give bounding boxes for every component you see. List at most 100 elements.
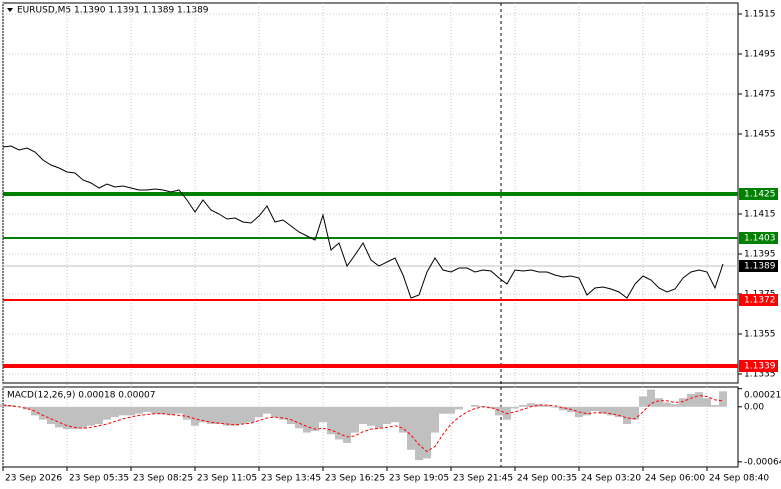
- histogram-bar: [631, 406, 639, 420]
- histogram-bar: [455, 406, 463, 410]
- level-label-box: [739, 188, 778, 200]
- histogram-bar: [135, 406, 143, 414]
- histogram-bar: [319, 406, 327, 423]
- histogram-bar: [647, 389, 655, 407]
- histogram-bar: [591, 406, 599, 412]
- histogram-bar: [175, 406, 183, 414]
- histogram-bar: [519, 405, 527, 407]
- level-label-box: [739, 294, 778, 306]
- x-tick-label: 23 Sep 16:25: [325, 474, 385, 484]
- histogram-bar: [391, 406, 399, 423]
- histogram-bar: [559, 406, 567, 411]
- menu-arrow: [7, 8, 13, 12]
- histogram-bar: [383, 406, 391, 424]
- histogram-bar: [63, 406, 71, 430]
- histogram-bar: [23, 406, 31, 410]
- histogram-bar: [343, 406, 351, 443]
- histogram-bar: [247, 406, 255, 423]
- y-tick-label: 1.1495: [744, 50, 776, 60]
- histogram-bar: [583, 406, 591, 416]
- histogram-bar: [543, 405, 551, 407]
- x-tick-label: 23 Sep 21:45: [453, 474, 513, 484]
- histogram-bar: [127, 406, 135, 416]
- histogram-bar: [655, 398, 663, 407]
- histogram-bar: [663, 402, 671, 407]
- histogram-bar: [303, 406, 311, 433]
- symbol-header: EURUSD,M5 1.1390 1.1391 1.1389 1.1389: [17, 6, 209, 16]
- level-label: 1.1372: [744, 296, 776, 306]
- histogram-bar: [527, 403, 535, 407]
- last-price-label: 1.1389: [744, 262, 776, 272]
- histogram-bar: [271, 406, 279, 418]
- histogram-bar: [239, 406, 247, 424]
- histogram-bar: [671, 404, 679, 407]
- histogram-bar: [359, 406, 367, 424]
- histogram-bar: [255, 406, 263, 418]
- histogram-bar: [119, 406, 127, 416]
- y-tick-label: 1.1335: [744, 370, 776, 380]
- macd-pane: [2, 386, 739, 468]
- histogram-bar: [511, 406, 519, 409]
- histogram-bar: [615, 406, 623, 418]
- x-tick-label: 23 Sep 13:45: [261, 474, 321, 484]
- y-tick-label: 0.00: [744, 402, 764, 412]
- histogram-bar: [231, 406, 239, 426]
- histogram-bar: [295, 406, 303, 429]
- histogram-bar: [431, 406, 439, 433]
- last-price-box: [739, 260, 778, 272]
- histogram-bar: [495, 406, 503, 416]
- histogram-bar: [327, 406, 335, 435]
- histogram-bar: [167, 406, 175, 416]
- histogram-bar: [311, 406, 319, 431]
- y-tick-label: -0.00064: [744, 457, 781, 467]
- level-label: 1.1403: [744, 234, 776, 244]
- y-tick-label: 1.1455: [744, 130, 776, 140]
- histogram-bar: [703, 398, 711, 407]
- histogram-bar: [159, 406, 167, 415]
- x-tick-label: 23 Sep 11:05: [197, 474, 257, 484]
- histogram-bar: [95, 406, 103, 424]
- x-tick-label: 24 Sep 06:00: [645, 474, 705, 484]
- histogram-bar: [351, 406, 359, 433]
- histogram-bar: [287, 406, 295, 424]
- histogram-bar: [215, 406, 223, 424]
- histogram-bar: [39, 406, 47, 420]
- histogram-bar: [687, 393, 695, 407]
- histogram-bar: [191, 406, 199, 426]
- histogram-bar: [407, 406, 415, 450]
- histogram-bar: [367, 406, 375, 426]
- y-tick-label: 1.1395: [744, 250, 776, 260]
- histogram-bar: [711, 405, 719, 407]
- histogram-bar: [439, 406, 447, 414]
- histogram-bar: [55, 406, 63, 428]
- x-tick-label: 23 Sep 19:05: [389, 474, 449, 484]
- histogram-bar: [679, 398, 687, 407]
- histogram-bar: [111, 406, 119, 418]
- macd-header: MACD(12,26,9) 0.00018 0.00007: [7, 391, 156, 401]
- histogram-bar: [487, 406, 495, 409]
- histogram-bar: [151, 406, 159, 414]
- histogram-bar: [447, 406, 455, 414]
- level-label: 1.1425: [744, 190, 776, 200]
- histogram-bar: [143, 406, 151, 412]
- histogram-bar: [471, 405, 479, 407]
- histogram-bar: [535, 404, 543, 407]
- y-tick-label: 1.1515: [744, 10, 776, 20]
- histogram-bar: [279, 406, 287, 420]
- price-line: [2, 145, 724, 299]
- level-label-box: [739, 360, 778, 372]
- histogram-bar: [223, 406, 231, 426]
- histogram-bar: [607, 406, 615, 416]
- histogram-bar: [183, 406, 191, 420]
- histogram-bar: [263, 406, 271, 414]
- x-tick-label: 23 Sep 05:35: [69, 474, 129, 484]
- histogram-bar: [375, 406, 383, 429]
- histogram-bar: [79, 406, 87, 429]
- histogram-bar: [695, 392, 703, 407]
- histogram-bar: [71, 406, 79, 430]
- x-tick-label: 24 Sep 08:40: [709, 474, 769, 484]
- x-tick-label: 24 Sep 03:20: [581, 474, 641, 484]
- x-tick-label: 23 Sep 2026: [5, 474, 62, 484]
- y-tick-label: 1.1475: [744, 90, 776, 100]
